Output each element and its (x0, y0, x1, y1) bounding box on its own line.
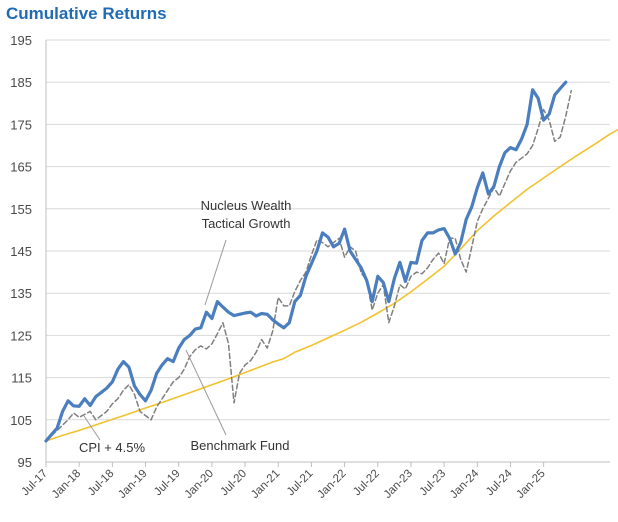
gridlines (46, 39, 610, 421)
x-tick-label: Jan-20 (183, 468, 216, 501)
series-lines (44, 80, 618, 443)
annotation-label-cpi: CPI + 4.5% (79, 440, 146, 455)
annotation-label-benchmark: Benchmark Fund (191, 438, 290, 453)
x-tick-label: Jan-21 (249, 468, 282, 501)
x-tick-label: Jul-22 (351, 468, 382, 499)
chart-title: Cumulative Returns (6, 4, 167, 23)
x-tick-label: Jul-20 (219, 468, 250, 499)
annotation-leader-benchmark (185, 349, 227, 436)
annotation-label-nucleus: Nucleus Wealth (201, 198, 292, 213)
series-line-benchmark-fund (45, 89, 573, 442)
y-tick-label: 125 (10, 328, 32, 343)
series-line-nucleus-wealth-tactical-growth (44, 80, 568, 443)
y-tick-label: 105 (10, 413, 32, 428)
y-tick-label: 155 (10, 202, 32, 217)
y-tick-label: 95 (18, 455, 32, 470)
annotation-leader-cpi (83, 415, 101, 441)
x-tick-label: Jan-23 (382, 468, 415, 501)
x-tick-label: Jan-18 (50, 468, 83, 501)
x-tick-label: Jan-25 (514, 468, 547, 501)
x-tick-label: Jul-19 (152, 468, 183, 499)
y-tick-label: 145 (10, 244, 32, 259)
x-tick-label: Jul-21 (285, 468, 316, 499)
annotation-leader-nucleus (204, 239, 227, 306)
x-tick-label: Jul-23 (418, 468, 449, 499)
y-tick-label: 165 (10, 160, 32, 175)
x-tick-label: Jul-24 (484, 467, 515, 498)
y-tick-label: 135 (10, 286, 32, 301)
y-tick-label: 195 (10, 33, 32, 48)
x-tick-label: Jan-22 (315, 468, 348, 501)
annotation-label-nucleus: Tactical Growth (202, 216, 291, 231)
y-tick-label: 185 (10, 75, 32, 90)
series-line-cpi-4-5 (45, 128, 618, 442)
annotations: Nucleus Wealth Tactical Growth Benchmark F… (79, 198, 291, 455)
x-tick-label: Jul-18 (86, 468, 117, 499)
x-tick-label: Jan-19 (116, 468, 149, 501)
x-tick-label: Jan-24 (448, 467, 482, 501)
y-tick-label: 175 (10, 117, 32, 132)
x-tick-label: Jul-17 (19, 468, 50, 499)
y-tick-label: 115 (11, 371, 32, 386)
